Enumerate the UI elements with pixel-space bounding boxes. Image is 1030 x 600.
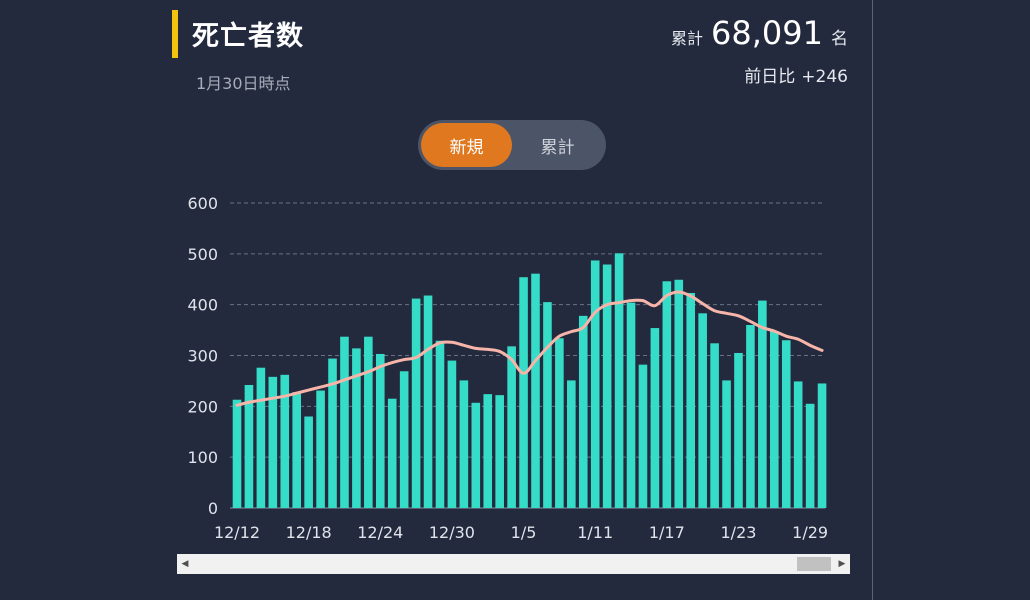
bar-1/20: [698, 313, 707, 508]
bar-12/31: [459, 380, 469, 508]
scrollbar-thumb[interactable]: [797, 557, 831, 571]
bar-12/14: [256, 367, 266, 508]
as-of-date: 1月30日時点: [196, 74, 291, 93]
x-tick-label: 1/29: [792, 523, 828, 542]
y-tick-label: 400: [187, 296, 218, 315]
bar-1/15: [638, 364, 648, 508]
total-unit: 名: [831, 29, 848, 49]
scroll-right-arrow-icon[interactable]: ▶: [838, 559, 846, 569]
bar-1/6: [531, 273, 540, 508]
bar-12/29: [435, 340, 445, 508]
bar-12/27: [411, 298, 421, 508]
bar-1/14: [626, 302, 636, 508]
moving-average-line: [235, 290, 824, 407]
bar-12/20: [328, 358, 337, 508]
bar-12/12: [232, 399, 242, 508]
toggle-new[interactable]: 新規: [421, 123, 512, 167]
diff-summary: 前日比 +246: [738, 62, 848, 87]
bar-1/10: [578, 315, 588, 508]
bar-12/13: [244, 384, 254, 508]
x-tick-label: 1/17: [649, 523, 685, 542]
total-summary: 累計 68,091 名: [671, 14, 848, 52]
bar-1/17: [662, 281, 672, 508]
bar-12/15: [268, 376, 278, 508]
bar-1/22: [722, 380, 731, 508]
y-tick-label: 600: [187, 194, 218, 213]
bar-12/21: [340, 336, 349, 508]
bar-12/24: [375, 353, 385, 508]
bar-1/5: [519, 277, 528, 508]
bar-12/25: [387, 398, 397, 508]
bar-1/3: [495, 395, 504, 508]
x-tick-label: 1/11: [577, 523, 613, 542]
bar-1/26: [770, 331, 779, 508]
bar-1/24: [746, 325, 755, 508]
x-tick-label: 12/30: [429, 523, 475, 542]
bar-1/25: [758, 300, 767, 508]
bar-1/29: [805, 403, 815, 508]
bar-12/18: [304, 416, 313, 508]
bar-1/27: [781, 340, 791, 508]
x-tick-label: 12/24: [357, 523, 403, 542]
bar-1/1: [471, 402, 481, 508]
bar-12/19: [316, 390, 325, 508]
title-accent-bar: [172, 10, 178, 58]
y-axis: 0 100 200 300 400 500 600: [187, 194, 218, 518]
x-axis: 12/12 12/18 12/24 12/30 1/5 1/11 1/17 1/23 1/29: [214, 523, 828, 542]
chart-scrollbar[interactable]: ◀ ▶: [177, 554, 850, 574]
x-tick-label: 12/12: [214, 523, 260, 542]
bar-1/4: [507, 346, 516, 508]
mode-toggle[interactable]: 新規 累計: [418, 120, 606, 170]
total-value: 68,091: [711, 14, 823, 52]
bar-12/30: [447, 360, 457, 508]
bar-12/28: [423, 295, 433, 508]
bar-1/21: [710, 343, 719, 508]
bar-series: [232, 253, 827, 508]
bar-1/28: [793, 381, 803, 508]
bar-1/9: [567, 380, 576, 508]
scroll-left-arrow-icon[interactable]: ◀: [181, 559, 189, 569]
bar-1/18: [674, 279, 684, 508]
y-tick-label: 200: [187, 397, 218, 416]
bar-1/7: [543, 302, 552, 508]
y-tick-label: 0: [208, 499, 218, 518]
panel-divider: [872, 0, 873, 600]
page-title: 死亡者数: [192, 21, 304, 52]
y-tick-label: 500: [187, 245, 218, 264]
y-tick-label: 300: [187, 347, 218, 366]
bar-1/2: [483, 394, 493, 508]
bar-1/13: [614, 253, 624, 508]
bar-1/19: [686, 292, 696, 508]
moving-average-series: [235, 290, 824, 407]
bar-12/23: [364, 336, 373, 508]
bar-1/23: [734, 352, 743, 508]
bar-1/30: [817, 383, 827, 508]
bar-1/11: [590, 260, 600, 508]
x-tick-label: 12/18: [286, 523, 332, 542]
bar-1/8: [555, 338, 564, 508]
bar-12/26: [399, 371, 409, 508]
bar-12/16: [280, 374, 290, 508]
y-tick-label: 100: [187, 448, 218, 467]
bar-1/12: [602, 264, 612, 508]
diff-label: 前日比: [744, 67, 796, 87]
total-label: 累計: [671, 29, 704, 48]
bar-1/16: [650, 328, 660, 508]
bar-12/17: [292, 392, 301, 508]
toggle-cumulative[interactable]: 累計: [540, 137, 575, 158]
diff-value: +246: [801, 67, 848, 87]
x-tick-label: 1/5: [511, 523, 537, 542]
bar-12/22: [352, 348, 361, 508]
x-tick-label: 1/23: [721, 523, 757, 542]
